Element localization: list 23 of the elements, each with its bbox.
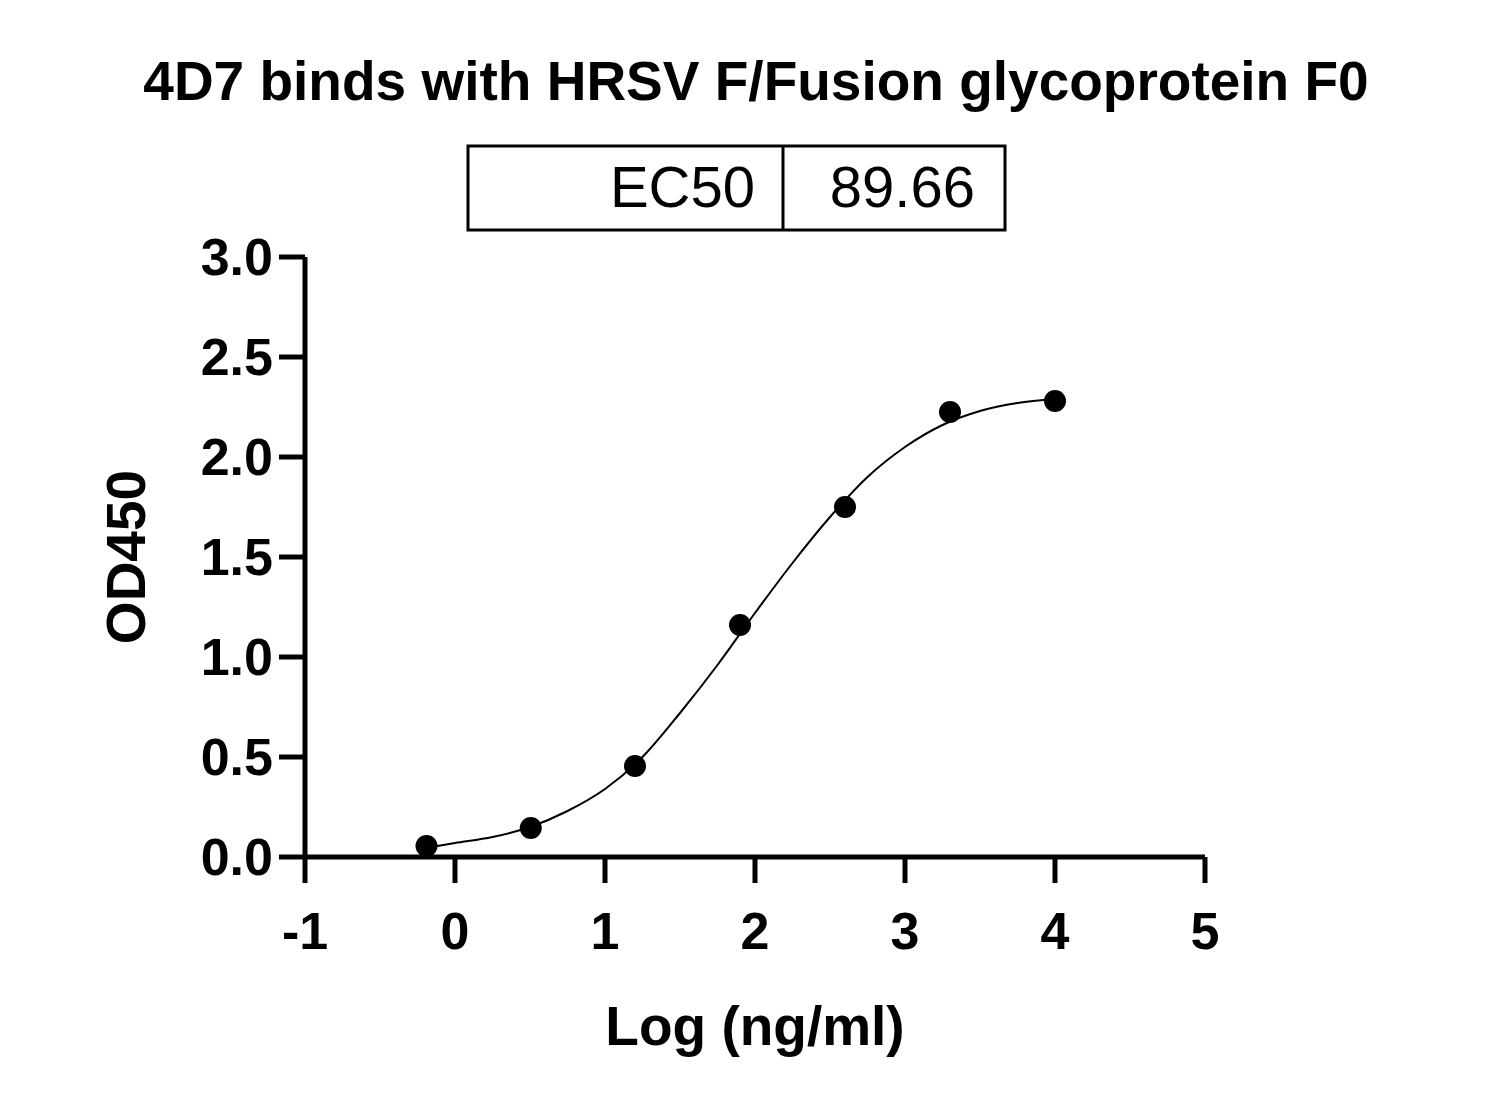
y-tick-label: 1.0 [200,628,273,686]
y-axis-title: OD450 [95,469,157,645]
x-tick-label: 1 [590,902,620,960]
y-tick-label: 2.0 [200,428,273,486]
point [415,835,438,857]
x-tick-label: -1 [281,902,329,960]
x-axis-title: Log (ng/ml) [605,995,905,1057]
x-tick-label: 2 [740,902,770,960]
point [939,401,961,423]
text: 89.66 [829,154,975,219]
y-tick-label: 1.5 [200,528,273,586]
point [729,614,751,636]
x-tick-label: 3 [890,902,920,960]
x-tick-label: 4 [1040,902,1070,960]
y-tick-label: 0.5 [200,728,273,786]
chart-title: 4D7 binds with HRSV F/Fusion glycoprotein F0 [143,50,1369,112]
point [1044,390,1066,412]
y-tick-label: 3.0 [200,228,273,286]
text: EC50 [609,154,755,219]
x-tick-label: 5 [1190,902,1220,960]
x-tick-label: 0 [440,902,470,960]
y-tick-label: 2.5 [200,328,273,386]
y-tick-label: 0.0 [200,828,273,886]
